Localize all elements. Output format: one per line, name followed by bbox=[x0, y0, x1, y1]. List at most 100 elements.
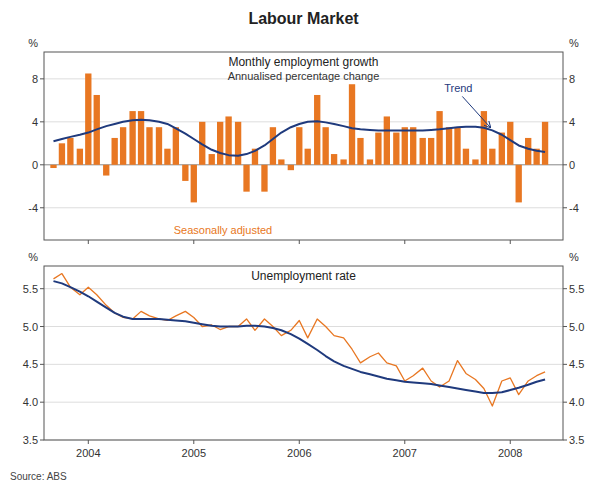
y-tick-label: 0 bbox=[32, 159, 38, 171]
y-tick-label: 8 bbox=[32, 73, 38, 85]
bar bbox=[410, 127, 416, 165]
bar bbox=[428, 138, 434, 165]
bar bbox=[164, 149, 170, 165]
bar bbox=[261, 165, 267, 192]
annotation-text: Trend bbox=[444, 82, 472, 94]
bar bbox=[156, 127, 162, 165]
figure-title: Labour Market bbox=[248, 10, 359, 27]
y2-axis-label: % bbox=[569, 251, 579, 263]
x-tick bbox=[404, 240, 405, 244]
bar bbox=[173, 127, 179, 165]
bar bbox=[507, 122, 513, 165]
grid-line bbox=[44, 402, 563, 403]
y-tick bbox=[40, 326, 44, 327]
panel: 3.54.04.55.05.53.54.04.55.05.52004200520… bbox=[23, 251, 585, 459]
panel-title: Unemployment rate bbox=[251, 269, 356, 283]
line bbox=[53, 274, 545, 406]
bar bbox=[270, 127, 276, 165]
x-tick bbox=[88, 240, 89, 244]
bar bbox=[112, 138, 118, 165]
bar bbox=[340, 159, 346, 164]
bar bbox=[516, 165, 522, 203]
bar bbox=[436, 111, 442, 165]
line bbox=[53, 120, 545, 156]
bar bbox=[463, 149, 469, 165]
x-tick bbox=[299, 240, 300, 244]
x-tick-label: 2004 bbox=[76, 447, 100, 459]
y-tick bbox=[40, 78, 44, 79]
y2-tick bbox=[563, 207, 567, 208]
bar bbox=[489, 149, 495, 165]
x-tick-label: 2007 bbox=[393, 447, 417, 459]
y2-tick bbox=[563, 326, 567, 327]
x-tick bbox=[193, 240, 194, 244]
y2-tick bbox=[563, 440, 567, 441]
y-tick-label: 5.0 bbox=[23, 321, 38, 333]
bar bbox=[243, 165, 249, 192]
x-tick bbox=[510, 240, 511, 244]
data-group bbox=[50, 73, 548, 202]
bar bbox=[420, 138, 426, 165]
bar bbox=[542, 122, 548, 165]
y-tick bbox=[40, 121, 44, 122]
panel-title: Monthly employment growth bbox=[228, 55, 378, 69]
chart-svg: Labour MarketSource: ABS-4048-4048%%Mont… bbox=[0, 0, 607, 488]
y-tick bbox=[40, 402, 44, 403]
bar bbox=[191, 165, 197, 203]
bar bbox=[103, 165, 109, 176]
bar bbox=[322, 127, 328, 165]
bar bbox=[525, 138, 531, 165]
y-tick bbox=[40, 364, 44, 365]
bar bbox=[146, 127, 152, 165]
page: {"title": "Labour Market", "source": "So… bbox=[0, 0, 607, 488]
bar bbox=[393, 133, 399, 165]
y-tick-label: 3.5 bbox=[23, 434, 38, 446]
bar bbox=[120, 127, 126, 165]
bar bbox=[288, 165, 294, 170]
bar bbox=[446, 127, 452, 165]
bar bbox=[217, 122, 223, 165]
bar bbox=[50, 165, 56, 168]
bar bbox=[235, 122, 241, 165]
bar bbox=[331, 154, 337, 165]
y-axis-label: % bbox=[28, 251, 38, 263]
y2-axis-label: % bbox=[569, 37, 579, 49]
x-tick bbox=[299, 440, 300, 444]
bar bbox=[481, 111, 487, 165]
panel: -4048-4048%%Monthly employment growthAnn… bbox=[28, 37, 579, 244]
y2-tick-label: 3.5 bbox=[569, 434, 584, 446]
bar bbox=[67, 138, 73, 165]
bar bbox=[375, 133, 381, 165]
y2-tick bbox=[563, 364, 567, 365]
y-tick-label: 5.5 bbox=[23, 283, 38, 295]
source-note: Source: ABS bbox=[10, 471, 67, 482]
grid-line bbox=[44, 288, 563, 289]
bar bbox=[77, 149, 83, 165]
y2-tick-label: -4 bbox=[569, 202, 579, 214]
y-tick-label: 4.5 bbox=[23, 358, 38, 370]
y2-tick-label: 4 bbox=[569, 116, 575, 128]
bar bbox=[209, 154, 215, 165]
data-group bbox=[53, 274, 545, 406]
y-tick-label: -4 bbox=[28, 202, 38, 214]
y2-tick bbox=[563, 402, 567, 403]
grid-line bbox=[44, 364, 563, 365]
y2-tick bbox=[563, 78, 567, 79]
y2-tick bbox=[563, 121, 567, 122]
bar bbox=[367, 159, 373, 164]
bar bbox=[85, 73, 91, 164]
y-tick-label: 4.0 bbox=[23, 396, 38, 408]
y-tick bbox=[40, 164, 44, 165]
y2-tick bbox=[563, 164, 567, 165]
y2-tick-label: 5.0 bbox=[569, 321, 584, 333]
bar bbox=[349, 84, 355, 165]
y2-tick-label: 8 bbox=[569, 73, 575, 85]
y2-tick-label: 5.5 bbox=[569, 283, 584, 295]
y-tick bbox=[40, 288, 44, 289]
bar bbox=[472, 159, 478, 164]
bar bbox=[182, 165, 188, 181]
x-tick-label: 2006 bbox=[287, 447, 311, 459]
bar bbox=[278, 159, 284, 164]
x-tick bbox=[404, 440, 405, 444]
y2-tick-label: 0 bbox=[569, 159, 575, 171]
